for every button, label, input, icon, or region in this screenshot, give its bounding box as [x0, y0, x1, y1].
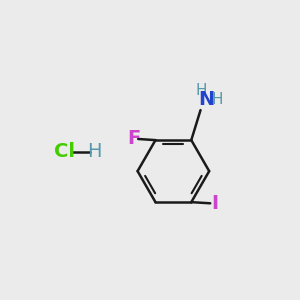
Text: I: I	[211, 194, 218, 213]
Text: Cl: Cl	[54, 142, 75, 161]
Text: F: F	[128, 130, 141, 148]
Text: N: N	[198, 90, 214, 109]
Text: H: H	[212, 92, 223, 107]
Text: H: H	[196, 83, 207, 98]
Text: H: H	[88, 142, 102, 161]
